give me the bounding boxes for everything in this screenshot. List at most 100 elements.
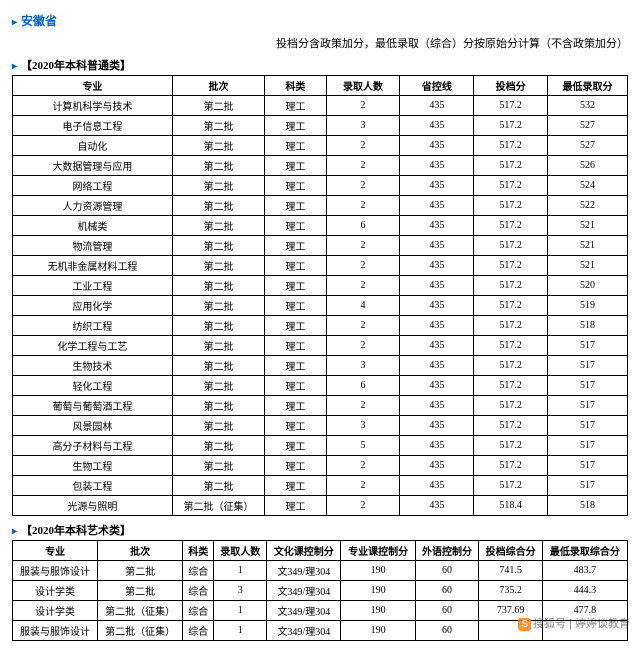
table-cell: 第二批	[172, 476, 264, 496]
table-cell: 517	[548, 396, 628, 416]
table-cell: 工业工程	[13, 276, 173, 296]
table-cell: 自动化	[13, 136, 173, 156]
table-cell: 第二批	[172, 356, 264, 376]
table-cell: 机械类	[13, 216, 173, 236]
table-cell: 第二批	[172, 196, 264, 216]
table-cell: 理工	[265, 436, 327, 456]
table-cell: 190	[341, 601, 415, 621]
table-cell: 60	[415, 621, 479, 641]
table-row: 自动化第二批理工2435517.2527	[13, 136, 628, 156]
table-row: 无机非金属材料工程第二批理工2435517.2521	[13, 256, 628, 276]
table-cell: 理工	[265, 236, 327, 256]
table-cell: 517	[548, 356, 628, 376]
table-cell: 517.2	[474, 236, 548, 256]
table-ordinary: 专业批次科类录取人数省控线投档分最低录取分 计算机科学与技术第二批理工24355…	[12, 75, 628, 516]
table-row: 高分子材料与工程第二批理工5435517.2517	[13, 436, 628, 456]
table-cell: 化学工程与工艺	[13, 336, 173, 356]
table-cell: 735.2	[479, 581, 543, 601]
table-cell: 第二批	[172, 236, 264, 256]
table-cell: 435	[400, 96, 474, 116]
table-cell: 第二批	[172, 396, 264, 416]
table-cell: 435	[400, 216, 474, 236]
table-cell: 2	[326, 196, 400, 216]
table-cell: 第二批	[172, 216, 264, 236]
table-cell: 纺织工程	[13, 316, 173, 336]
table-cell: 无机非金属材料工程	[13, 256, 173, 276]
table-cell: 理工	[265, 136, 327, 156]
col-header: 省控线	[400, 76, 474, 96]
table-cell: 435	[400, 276, 474, 296]
table-cell: 435	[400, 496, 474, 516]
table-cell: 435	[400, 456, 474, 476]
table-cell: 1	[214, 561, 267, 581]
table-cell: 435	[400, 336, 474, 356]
table-cell: 517.2	[474, 196, 548, 216]
table-row: 工业工程第二批理工2435517.2520	[13, 276, 628, 296]
table-cell: 第二批	[172, 176, 264, 196]
table-cell: 理工	[265, 376, 327, 396]
table-cell: 483.7	[542, 561, 627, 581]
table-cell: 第二批	[172, 316, 264, 336]
table-cell: 2	[326, 476, 400, 496]
table-cell: 435	[400, 156, 474, 176]
section2-title: 【2020年本科艺术类】	[21, 525, 131, 537]
note-text: 投档分含政策加分，最低录取（综合）分按原始分计算（不含政策加分）	[12, 35, 628, 51]
table-cell: 生物工程	[13, 456, 173, 476]
table-cell: 520	[548, 276, 628, 296]
col-header: 投档分	[474, 76, 548, 96]
table-cell: 435	[400, 176, 474, 196]
table-cell: 生物技术	[13, 356, 173, 376]
table-cell: 6	[326, 216, 400, 236]
table-cell: 532	[548, 96, 628, 116]
table-cell: 435	[400, 476, 474, 496]
table-cell: 517.2	[474, 336, 548, 356]
table-cell: 435	[400, 396, 474, 416]
table-row: 应用化学第二批理工4435517.2519	[13, 296, 628, 316]
table-cell: 517	[548, 416, 628, 436]
table-row: 大数据管理与应用第二批理工2435517.2526	[13, 156, 628, 176]
table-cell: 第二批	[172, 296, 264, 316]
table-cell: 理工	[265, 156, 327, 176]
table-cell: 521	[548, 236, 628, 256]
col-header: 投档综合分	[479, 541, 543, 561]
table-cell: 517.2	[474, 96, 548, 116]
table-cell: 理工	[265, 316, 327, 336]
table-row: 包装工程第二批理工2435517.2517	[13, 476, 628, 496]
table-row: 设计学类第二批综合3文349/理30419060735.2444.3	[13, 581, 628, 601]
table-cell: 3	[326, 116, 400, 136]
table-cell: 435	[400, 256, 474, 276]
table-cell: 3	[214, 581, 267, 601]
table-cell: 435	[400, 136, 474, 156]
table-cell: 517.2	[474, 416, 548, 436]
table-cell: 2	[326, 176, 400, 196]
table-cell: 文349/理304	[267, 601, 341, 621]
table-cell: 527	[548, 116, 628, 136]
col-header: 科类	[183, 541, 214, 561]
col-header: 最低录取分	[548, 76, 628, 96]
table-cell: 2	[326, 496, 400, 516]
col-header: 最低录取综合分	[542, 541, 627, 561]
table-cell: 理工	[265, 116, 327, 136]
table-cell: 521	[548, 216, 628, 236]
table-cell: 第二批（征集）	[98, 621, 183, 641]
table-cell: 人力资源管理	[13, 196, 173, 216]
table-cell: 第二批（征集）	[172, 496, 264, 516]
table-cell: 综合	[183, 601, 214, 621]
table-cell: 第二批	[172, 276, 264, 296]
table-cell: 2	[326, 136, 400, 156]
table-cell: 光源与照明	[13, 496, 173, 516]
table-cell: 1	[214, 621, 267, 641]
table-cell: 435	[400, 436, 474, 456]
table-cell: 435	[400, 236, 474, 256]
table-cell: 理工	[265, 176, 327, 196]
table-cell: 第二批	[172, 336, 264, 356]
table-cell: 葡萄与葡萄酒工程	[13, 396, 173, 416]
table-row: 计算机科学与技术第二批理工2435517.2532	[13, 96, 628, 116]
table-cell: 4	[326, 296, 400, 316]
table-cell: 517.2	[474, 276, 548, 296]
table-row: 化学工程与工艺第二批理工2435517.2517	[13, 336, 628, 356]
table-cell: 理工	[265, 276, 327, 296]
watermark: S搜狐号 | 婷婷谈教育	[518, 615, 630, 631]
table-cell: 517.2	[474, 156, 548, 176]
table-cell: 522	[548, 196, 628, 216]
